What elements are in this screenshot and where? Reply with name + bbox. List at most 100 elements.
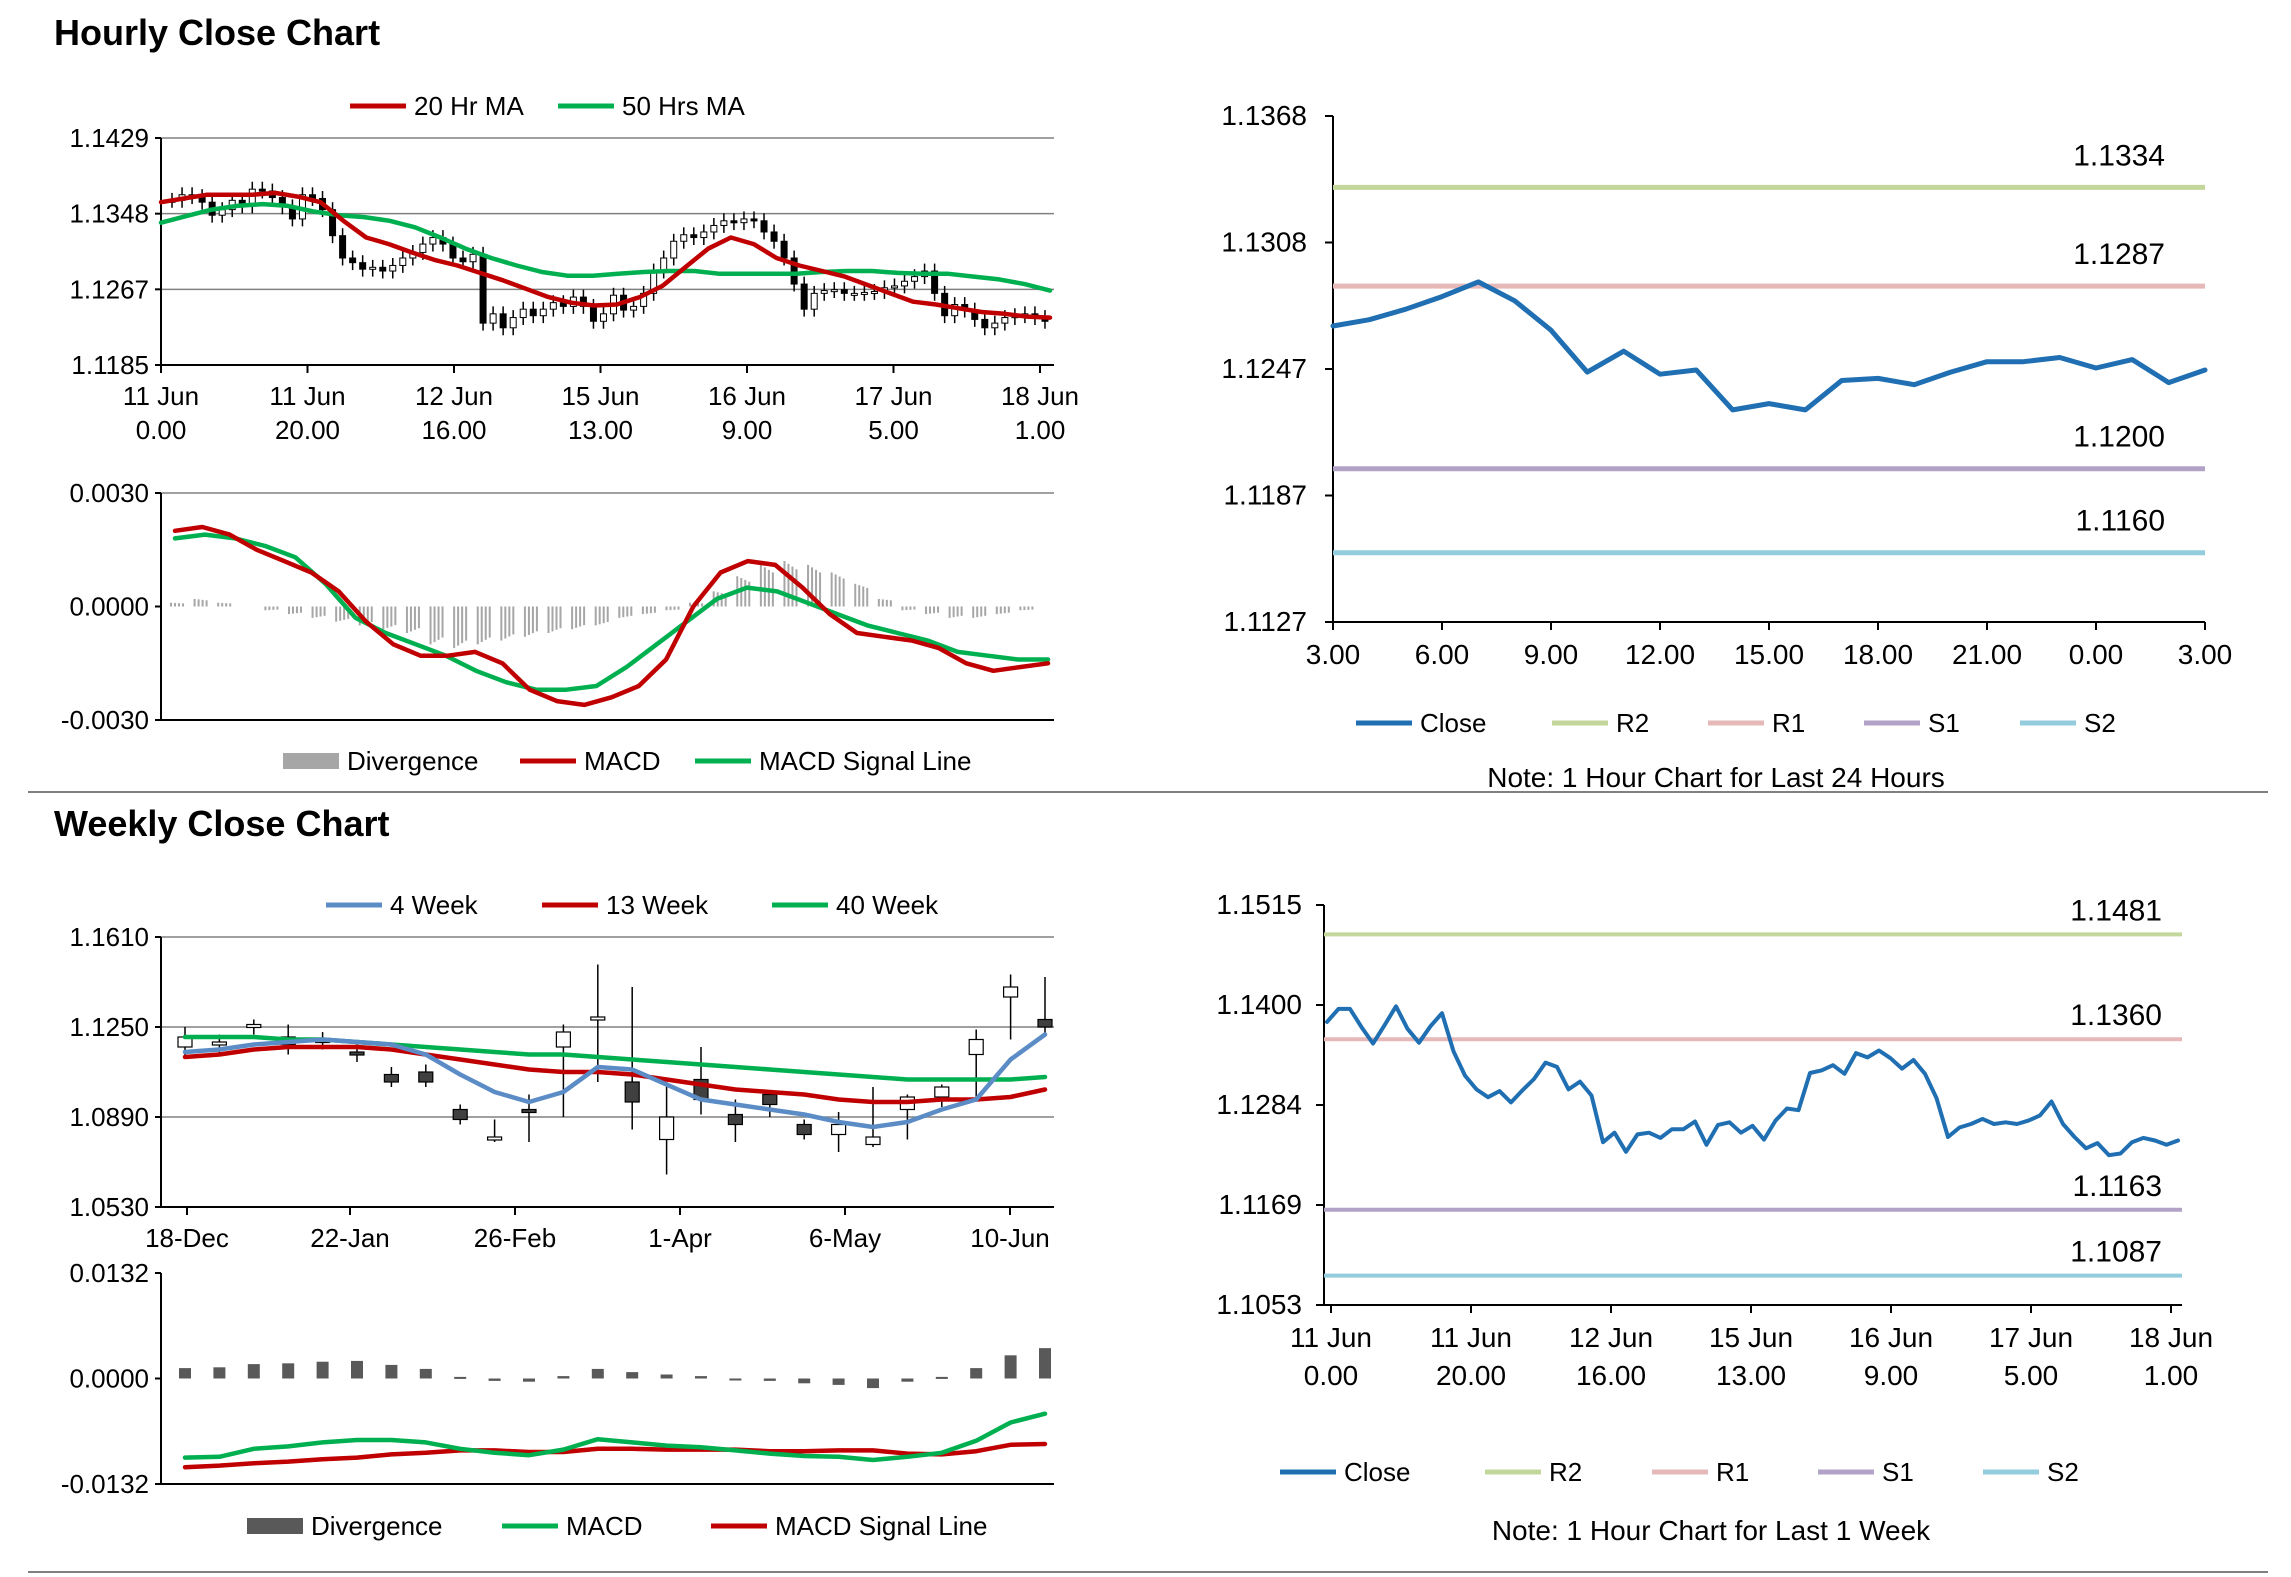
ma4-line [182,1032,1048,1130]
legend-s1-label: S1 [1882,1457,1914,1487]
y-tick-label: 1.1284 [1216,1089,1302,1120]
divergence-bar [316,1361,329,1379]
y-tick-label: 1.1247 [1221,353,1307,384]
y-tick-label: 1.1053 [1216,1289,1302,1320]
y-tick-label: 1.1400 [1216,989,1302,1020]
candle-body [820,290,828,294]
legend-macd-signal-label: MACD Signal Line [775,1511,987,1541]
x-tick-label: 1.00 [1015,415,1066,445]
candle-body [429,237,437,245]
macd-signal-line [182,1441,1048,1470]
legend-13-week-label: 13 Week [606,890,709,920]
legend-macd-signal-label: MACD Signal Line [759,746,971,776]
level-label-s1: 1.1163 [2072,1170,2162,1203]
candle-body [750,218,758,222]
candle-body [762,1093,778,1106]
x-tick-label: 9.00 [722,415,773,445]
candle-body [469,253,477,263]
candle-body [770,231,778,242]
candle-body [521,1108,537,1114]
candle-body [690,234,698,239]
y-tick-label: 1.1185 [71,350,149,380]
candle-body [790,257,798,285]
x-tick-label: 16 Jun [708,381,786,411]
candle-body [549,302,557,310]
y-tick-label: 1.1187 [1223,480,1307,511]
legend-close-label: Close [1344,1457,1410,1487]
level-label-r2: 1.1334 [2073,139,2165,172]
candle-body [418,1071,434,1083]
divergence-bar [1004,1355,1017,1379]
candle-body [981,318,989,329]
candle-body [211,1041,227,1046]
candle-body [934,1086,950,1098]
level-label-s2: 1.1087 [2070,1236,2162,1269]
candle-body [383,1073,399,1083]
x-tick-label: 18.00 [1843,639,1913,670]
y-tick-label: 1.1429 [69,123,149,153]
x-tick-label: 9.00 [1524,639,1579,670]
divergence-bar [798,1378,811,1384]
section-divider [28,791,2268,793]
y-tick-label: -0.0030 [61,705,149,735]
legend-divergence-swatch [247,1518,303,1534]
candle-body [389,264,397,272]
x-tick-label: 15 Jun [1709,1322,1793,1353]
x-tick-label: 1.00 [2144,1360,2199,1391]
candle-body [258,188,266,192]
legend-50hrs-ma-label: 50 Hrs MA [622,91,745,121]
candle-body [780,240,788,259]
divergence-bar [970,1368,983,1379]
x-tick-label: 0.00 [2069,639,2124,670]
divergence-bar [763,1378,776,1381]
legend-r2-label: R2 [1616,708,1649,738]
divergence-bar [867,1378,879,1389]
candle-body [865,1136,881,1146]
legend-close-label: Close [1420,708,1486,738]
x-tick-label: 5.00 [868,415,919,445]
x-tick-label: 10-Jun [970,1223,1050,1253]
macd-signal-line [172,532,1051,692]
candle-body [590,1016,606,1021]
divergence-bar [282,1363,295,1379]
candle-body [968,1038,984,1056]
chart-note: Note: 1 Hour Chart for Last 1 Week [1492,1515,1931,1546]
candle-body [710,224,718,233]
candle-body [452,1108,468,1121]
candle-body [911,276,919,282]
divergence-bar [660,1374,673,1379]
y-tick-label: 0.0132 [69,1258,149,1288]
candle-body [991,322,999,329]
x-tick-label: 11 Jun [1290,1322,1372,1353]
candle-body [1001,317,1009,324]
candle-body [349,257,357,264]
y-tick-label: 1.1348 [69,199,149,229]
y-tick-label: 1.0890 [69,1102,149,1132]
divergence-bar [591,1368,604,1379]
y-tick-label: 1.1308 [1221,227,1307,258]
x-tick-label: 18 Jun [1001,381,1079,411]
candle-body [810,292,818,310]
y-tick-label: 1.1127 [1223,606,1307,637]
candle-body [459,257,467,263]
x-tick-label: 1-Apr [648,1223,712,1253]
candle-body [339,235,347,259]
candle-body [369,266,377,270]
x-tick-label: 3.00 [1306,639,1361,670]
x-tick-label: 15 Jun [561,381,639,411]
x-tick-label: 18 Jun [2129,1322,2213,1353]
candle-body [1037,1018,1053,1028]
ma13-line [182,1044,1048,1105]
candle-body [730,220,738,224]
divergence-bar [901,1378,914,1382]
macd-line [182,1411,1048,1463]
candle-body [658,1116,675,1141]
level-label-r1: 1.1287 [2073,238,2165,271]
close-line [1330,279,2208,413]
y-tick-label: 1.0530 [69,1192,149,1222]
candle-body [800,283,808,310]
divergence-bar [523,1378,535,1382]
candle-body [487,1136,503,1141]
divergence-bar [626,1372,639,1379]
